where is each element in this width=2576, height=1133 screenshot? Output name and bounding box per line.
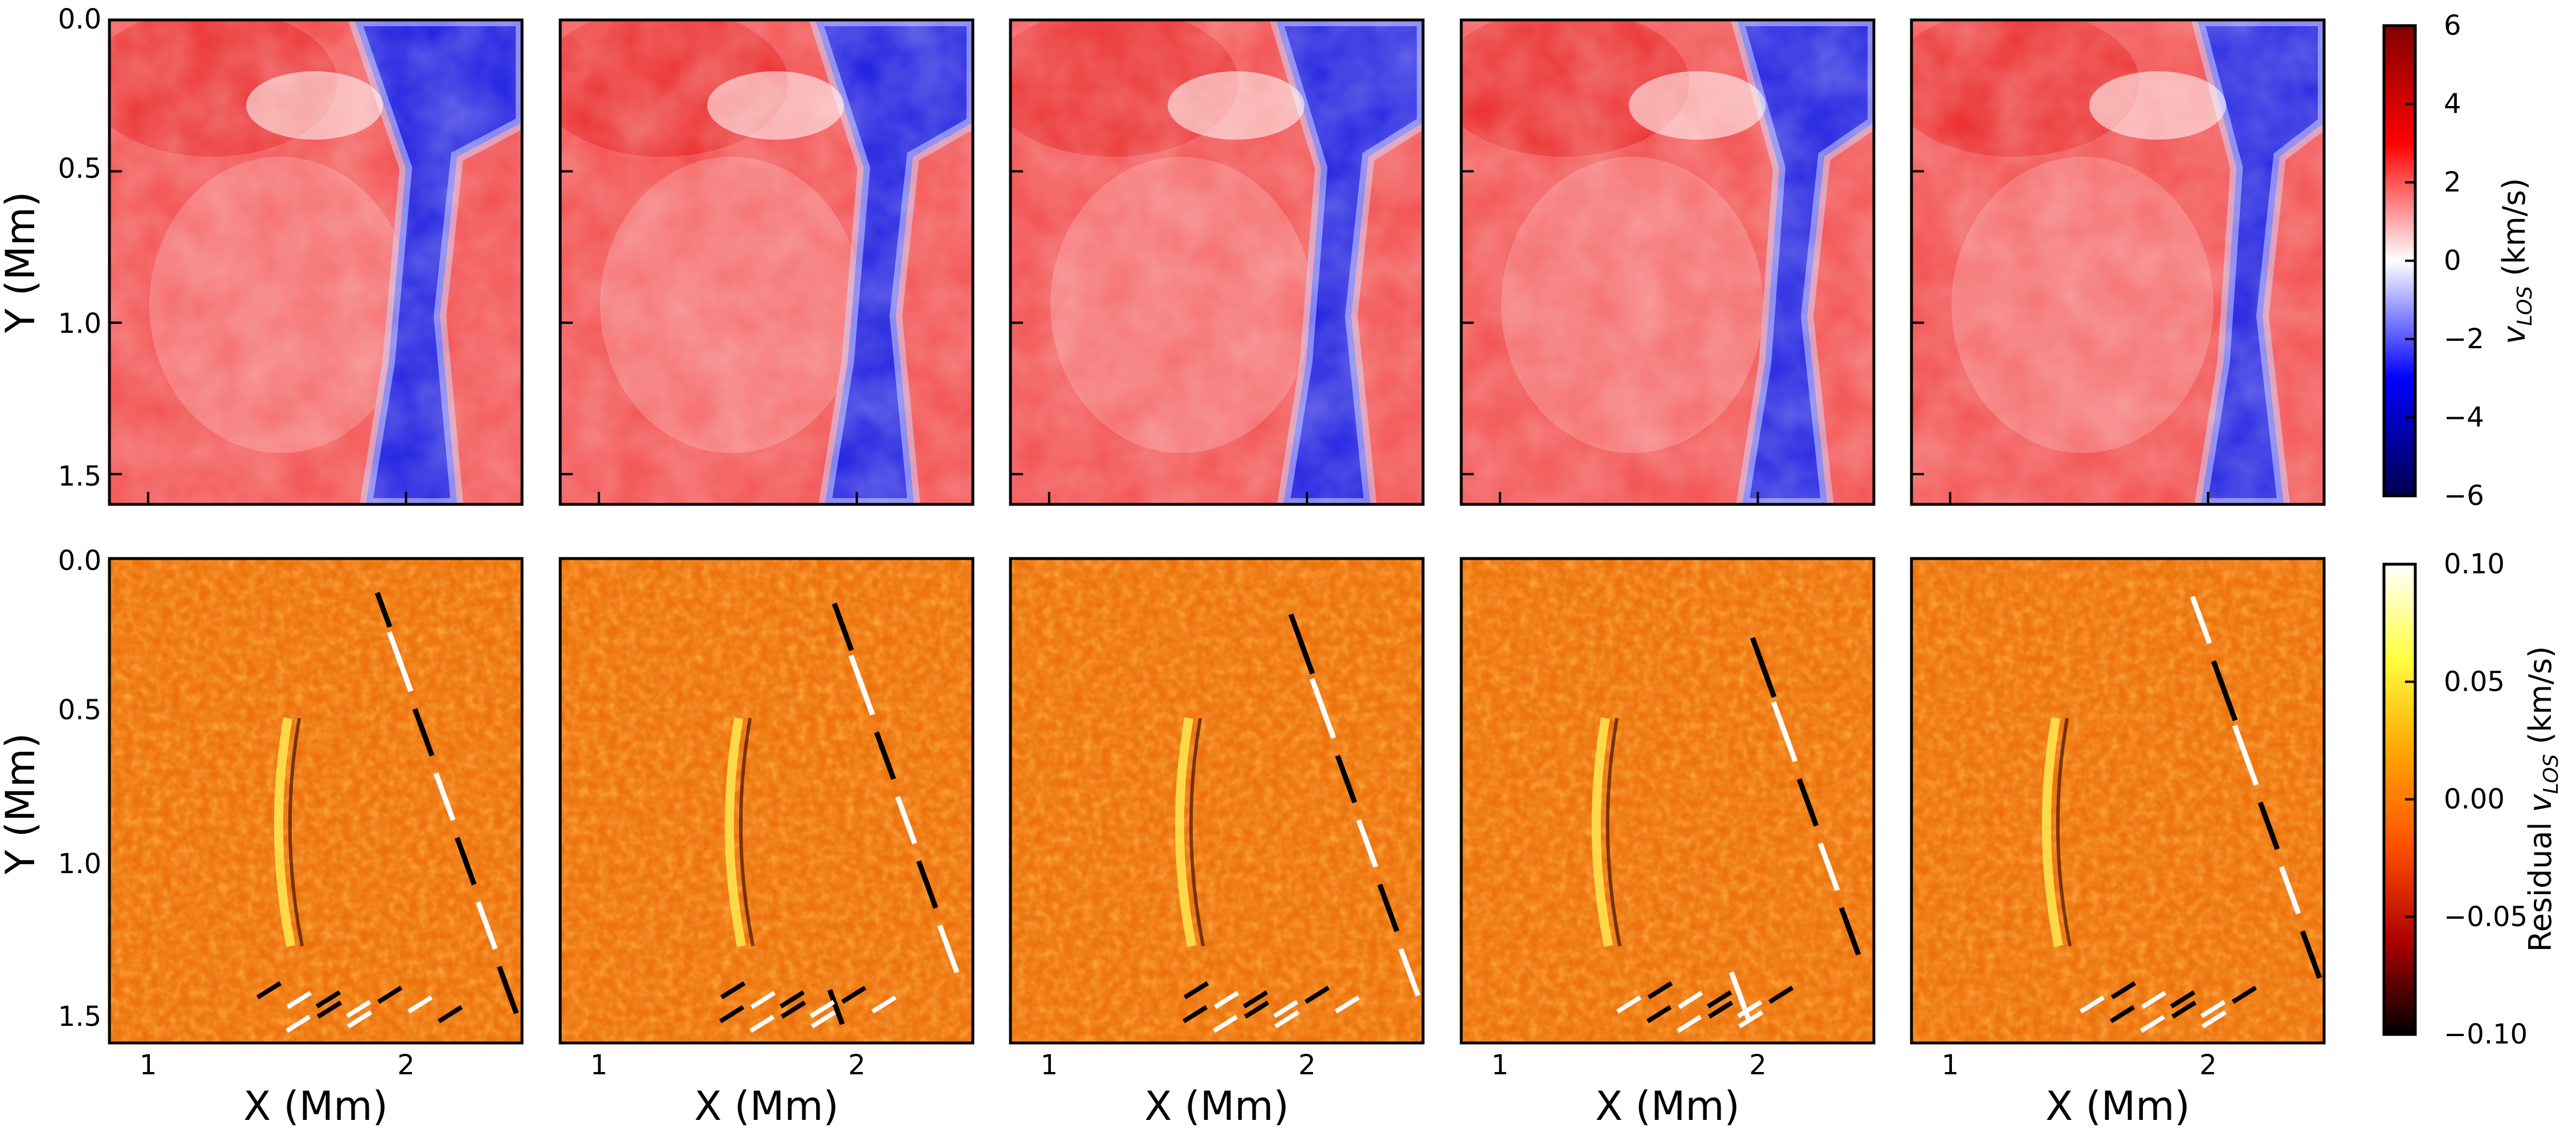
bottom-row xyxy=(108,557,2326,1045)
bottom-colorbar-label-sub: LOS xyxy=(2540,754,2563,794)
top-velocity-map xyxy=(1911,20,2324,504)
x-tick-label: 2 xyxy=(1749,1049,1767,1081)
top-velocity-map xyxy=(560,20,973,504)
top-ytick-label: 1.0 xyxy=(58,308,101,340)
top-ytick-label: 0.0 xyxy=(58,3,101,35)
x-tick-label: 1 xyxy=(590,1049,608,1081)
bottom-residual-map xyxy=(560,559,973,1043)
x-tick-label: 1 xyxy=(1942,1049,1959,1081)
top-panel-frame xyxy=(1460,18,1876,506)
top-panel-frame xyxy=(1009,18,1425,506)
top-panel-frame xyxy=(1910,18,2326,506)
bottom-panel-frame xyxy=(1910,557,2326,1045)
x-tick-label: 1 xyxy=(140,1049,157,1081)
bottom-panel-frame xyxy=(559,557,975,1045)
bottom-panel-frame xyxy=(108,557,524,1045)
top-panel-frame xyxy=(108,18,524,506)
x-axis-label: X (Mm) xyxy=(1595,1083,1739,1130)
top-colorbar-label: vLOS (km/s) xyxy=(2496,178,2537,344)
bottom-colorbar-label: Residual vLOS (km/s) xyxy=(2522,646,2563,952)
bottom-residual-map xyxy=(1911,559,2324,1043)
x-tick-label: 2 xyxy=(2199,1049,2217,1081)
colorbar-tick-label: −0.10 xyxy=(2444,1018,2528,1050)
top-ytick-label: 1.5 xyxy=(58,460,101,492)
bottom-residual-map xyxy=(109,559,522,1043)
bottom-colorbar-label-prefix: Residual xyxy=(2522,822,2558,952)
bottom-colorbar: 0.10 0.05 0.00 −0.05 −0.10 Residual vLOS (km… xyxy=(2382,548,2563,1050)
top-panel-frame xyxy=(559,18,975,506)
colorbar-tick-label: −2 xyxy=(2444,323,2484,355)
bottom-colorbar-label-var: v xyxy=(2522,793,2558,812)
bottom-residual-map xyxy=(1010,559,1423,1043)
bottom-residual-map xyxy=(1461,559,1874,1043)
colorbar-tick-label: 6 xyxy=(2444,10,2461,42)
colorbar-tick-label: 0 xyxy=(2444,245,2461,277)
colorbar-tick-label: −6 xyxy=(2444,480,2484,512)
colorbar-tick-label: 0.10 xyxy=(2444,548,2505,580)
top-colorbar-label-sub: LOS xyxy=(2513,286,2537,326)
x-tick-label: 2 xyxy=(397,1049,415,1081)
bottom-panel-frame xyxy=(1009,557,1425,1045)
colorbar-tick-label: 0.05 xyxy=(2444,666,2505,698)
top-yticks: 0.0 0.5 1.0 1.5 xyxy=(58,3,101,492)
top-velocity-map xyxy=(1010,20,1423,504)
top-colorbar-label-var: v xyxy=(2496,325,2532,344)
colorbar-tick-label: 4 xyxy=(2444,88,2461,120)
bottom-ytick-label: 1.0 xyxy=(58,848,101,880)
colorbar-tick-label: 0.00 xyxy=(2444,784,2505,816)
bottom-ytick-label: 0.0 xyxy=(58,545,101,577)
x-axis-labels: 1 2 X (Mm) 1 2 X (Mm) 1 2 X (Mm) 1 2 X (Mm) 1 2 X (Mm) xyxy=(140,1049,2217,1130)
x-axis-label: X (Mm) xyxy=(2045,1083,2190,1130)
top-velocity-map xyxy=(109,20,522,504)
x-axis-label: X (Mm) xyxy=(243,1083,388,1130)
colorbar-tick-label: −4 xyxy=(2444,402,2484,434)
top-colorbar: 6 4 2 0 −2 −4 −6 vLOS (km/s) xyxy=(2382,10,2537,512)
colorbar-tick-label: −0.05 xyxy=(2444,901,2528,933)
top-colorbar-label-unit: (km/s) xyxy=(2496,178,2532,276)
bottom-panel-frame xyxy=(1460,557,1876,1045)
x-tick-label: 1 xyxy=(1041,1049,1058,1081)
x-tick-label: 2 xyxy=(848,1049,866,1081)
top-ylabel: Y (Mm) xyxy=(0,191,44,333)
bottom-yticks: 0.0 0.5 1.0 1.5 xyxy=(58,545,101,1033)
bottom-ytick-label: 1.5 xyxy=(58,1001,101,1033)
top-ytick-label: 0.5 xyxy=(58,153,101,185)
x-axis-label: X (Mm) xyxy=(1144,1083,1289,1130)
bottom-ylabel: Y (Mm) xyxy=(0,733,44,875)
x-axis-label: X (Mm) xyxy=(694,1083,838,1130)
bottom-colorbar-label-unit: (km/s) xyxy=(2522,646,2558,744)
x-tick-label: 1 xyxy=(1491,1049,1509,1081)
bottom-ytick-label: 0.5 xyxy=(58,694,101,726)
top-row xyxy=(108,18,2326,1043)
colorbar-tick-label: 2 xyxy=(2444,166,2461,198)
top-velocity-map xyxy=(1461,20,1874,504)
x-tick-label: 2 xyxy=(1298,1049,1316,1081)
